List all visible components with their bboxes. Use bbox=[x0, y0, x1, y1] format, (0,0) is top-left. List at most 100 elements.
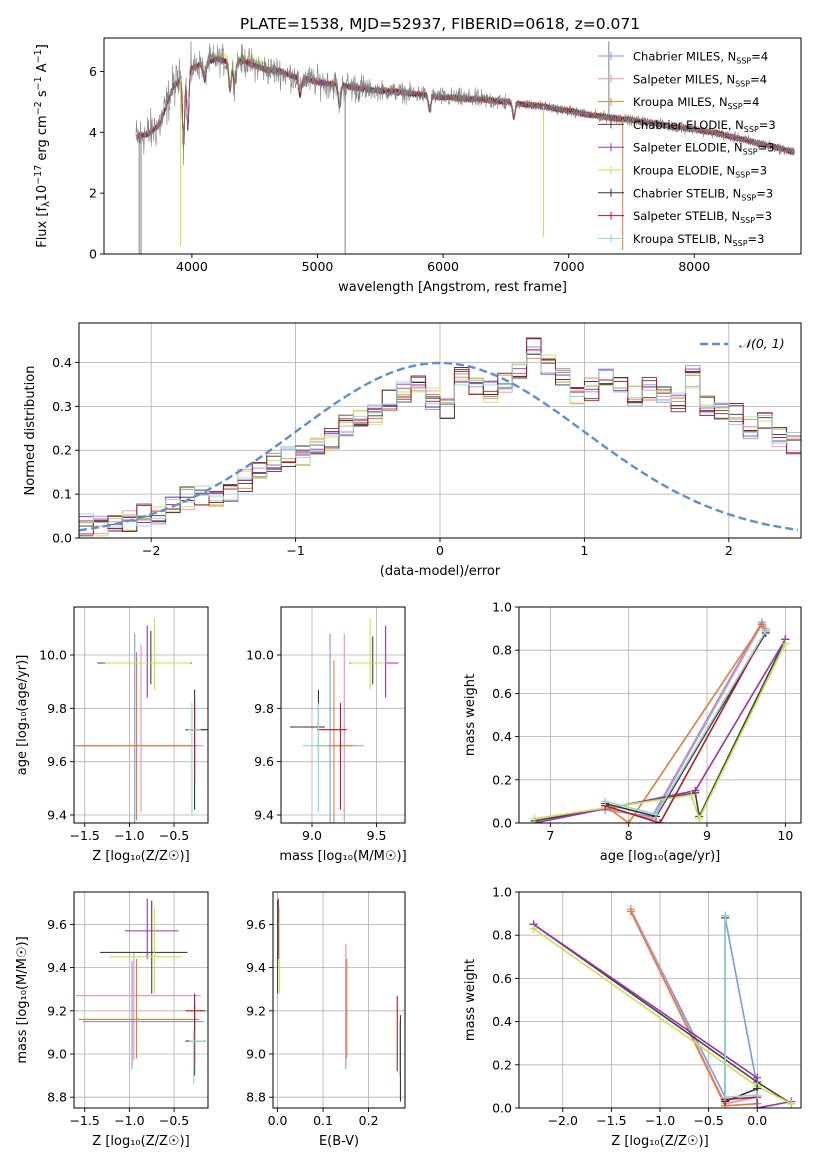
x-axis-label: age [log₁₀(age/yr)] bbox=[600, 849, 721, 864]
weight-marker bbox=[721, 911, 730, 920]
mass-age-frame bbox=[280, 606, 406, 824]
legend-entry-suffix: =4 bbox=[743, 95, 760, 109]
y-tick-label: 0.6 bbox=[492, 971, 512, 986]
y-tick-label: 0.6 bbox=[492, 686, 512, 701]
legend-entry: Kroupa MILES, NSSP=4 bbox=[633, 95, 759, 111]
plots-layer: 4000 5000 6000 7000 8000 0 2 4 6 wavelength [Angs… bbox=[15, 37, 802, 1149]
residuals-panel: −2 −1 0 1 2 0.0 0.1 0.2 0.3 0.4 (data-model)/error… bbox=[23, 322, 802, 579]
y-tick-label: 4 bbox=[89, 125, 97, 140]
y-tick-label: 8.8 bbox=[246, 1090, 266, 1105]
y-tick-label: 0.0 bbox=[492, 1101, 512, 1116]
y-axis-label-part: −1 bbox=[33, 49, 44, 63]
x-tick-label: 9.0 bbox=[302, 828, 322, 843]
weight-marker bbox=[624, 819, 633, 823]
ebv-mass-frame bbox=[272, 891, 406, 1109]
legend-entry-label: Kroupa ELODIE, N bbox=[633, 164, 735, 178]
x-tick-label: −1.0 bbox=[114, 828, 144, 843]
legend-entry: Kroupa STELIB, NSSP=3 bbox=[633, 232, 764, 248]
weight-marker bbox=[656, 819, 664, 823]
Z-mass-panel: −1.5 −1.0 −0.5 8.8 9.0 9.2 9.4 9.6 Z [log₁₀(Z/Z☉… bbox=[15, 891, 209, 1149]
x-axis-label: Z [log₁₀(Z/Z☉)] bbox=[92, 1134, 189, 1149]
weight-marker bbox=[757, 620, 766, 629]
legend-entry: 𝒩(0, 1) bbox=[739, 336, 785, 351]
legend-entry-subscript: SSP bbox=[743, 148, 758, 157]
y-tick-label: 0.4 bbox=[492, 1014, 512, 1029]
y-tick-label: 0.4 bbox=[492, 729, 512, 744]
x-axis-label: E(B-V) bbox=[319, 1134, 359, 1149]
y-tick-label: 9.6 bbox=[47, 754, 67, 769]
x-tick-label: 7000 bbox=[553, 259, 585, 274]
legend-entry-label: Kroupa STELIB, N bbox=[633, 232, 733, 246]
x-tick-label: −1.0 bbox=[645, 1113, 675, 1128]
legend-entry-suffix: =3 bbox=[759, 118, 776, 132]
legend-entry: Salpeter STELIB, NSSP=3 bbox=[633, 209, 772, 225]
y-axis-label-part: −17 bbox=[33, 165, 44, 185]
weight-marker bbox=[687, 790, 696, 799]
figure-title: PLATE=1538, MJD=52937, FIBERID=0618, z=0… bbox=[240, 15, 640, 33]
y-axis-label-part: 10 bbox=[35, 185, 50, 202]
histogram-series bbox=[79, 353, 801, 533]
x-tick-label: −2.0 bbox=[548, 1113, 578, 1128]
legend-entry-label: Chabrier MILES, N bbox=[633, 50, 736, 64]
y-tick-label: 9.4 bbox=[246, 960, 266, 975]
y-axis-label-part: −1 bbox=[33, 76, 44, 90]
legend-entry-subscript: SSP bbox=[735, 79, 750, 88]
x-tick-label: 1 bbox=[580, 543, 588, 558]
Z-weight-plot-area bbox=[529, 905, 796, 1108]
legend-entry-label: Chabrier STELIB, N bbox=[633, 186, 741, 200]
legend-entry-subscript: SSP bbox=[740, 216, 755, 225]
legend-entry: Chabrier STELIB, NSSP=3 bbox=[633, 186, 773, 202]
x-tick-label: 9.5 bbox=[367, 828, 387, 843]
x-tick-label: 0.2 bbox=[359, 1113, 379, 1128]
legend-entry-suffix: =4 bbox=[751, 50, 768, 64]
x-axis-label: wavelength [Angstrom, rest frame] bbox=[338, 280, 567, 295]
x-tick-label: 9 bbox=[703, 828, 711, 843]
observed-spectrum-line bbox=[135, 40, 795, 166]
legend-entry: Chabrier MILES, NSSP=4 bbox=[633, 50, 768, 66]
spectrum-panel: 4000 5000 6000 7000 8000 0 2 4 6 wavelength [Angs… bbox=[33, 37, 802, 295]
y-axis-label-part: erg cm bbox=[35, 115, 50, 164]
weight-marker bbox=[626, 907, 635, 916]
age-weight-panel: 7 8 9 10 0.0 0.2 0.4 0.6 0.8 1.0 age [log₁₀(age/yr… bbox=[463, 600, 802, 864]
x-tick-label: −1.5 bbox=[70, 1113, 100, 1128]
y-tick-label: 0.2 bbox=[492, 772, 512, 787]
y-axis-label: mass weight bbox=[463, 959, 478, 1041]
y-tick-label: 1.0 bbox=[492, 885, 512, 900]
weight-line bbox=[605, 620, 767, 818]
y-axis-label: Normed distribution bbox=[23, 366, 38, 496]
legend-entry-subscript: SSP bbox=[736, 57, 751, 66]
y-axis-label-part: Flux [f bbox=[35, 207, 50, 248]
x-tick-label: −0.5 bbox=[159, 828, 189, 843]
x-tick-label: −2 bbox=[142, 543, 160, 558]
y-tick-label: 9.8 bbox=[47, 701, 67, 716]
weight-marker bbox=[530, 814, 539, 823]
x-tick-label: −1.5 bbox=[596, 1113, 626, 1128]
y-tick-label: 0.3 bbox=[52, 399, 72, 414]
legend-entry-suffix: =3 bbox=[750, 164, 767, 178]
legend-entry: Kroupa ELODIE, NSSP=3 bbox=[633, 164, 767, 180]
weight-marker bbox=[781, 639, 790, 648]
y-axis-label: age [log₁₀(age/yr)] bbox=[15, 655, 30, 776]
mass-age-panel: 9.0 9.5 9.4 9.6 9.8 10.0 mass [log₁₀(M/M☉)] bbox=[246, 606, 407, 864]
y-tick-label: 9.4 bbox=[47, 960, 67, 975]
weight-marker bbox=[652, 810, 661, 819]
weight-line bbox=[630, 911, 758, 1107]
x-tick-label: 10 bbox=[777, 828, 793, 843]
x-tick-label: 6000 bbox=[427, 259, 459, 274]
legend-entry-suffix: =3 bbox=[758, 141, 775, 155]
Z-age-plot-area bbox=[74, 617, 208, 823]
weight-marker bbox=[753, 1073, 762, 1082]
y-tick-label: 0.2 bbox=[52, 443, 72, 458]
ebv-mass-panel: 0.0 0.1 0.2 8.8 9.0 9.2 9.4 9.6 E(B-V) bbox=[246, 891, 406, 1149]
y-tick-label: 9.6 bbox=[246, 917, 266, 932]
weight-line bbox=[534, 643, 787, 821]
histogram-series bbox=[79, 337, 801, 535]
y-axis-label-part: −2 bbox=[33, 101, 44, 115]
y-tick-label: 8.8 bbox=[47, 1090, 67, 1105]
x-tick-label: −0.5 bbox=[693, 1113, 723, 1128]
legend-entry-label: Salpeter ELODIE, N bbox=[633, 141, 743, 155]
y-tick-label: 0.1 bbox=[52, 487, 72, 502]
y-tick-label: 9.0 bbox=[47, 1047, 67, 1062]
